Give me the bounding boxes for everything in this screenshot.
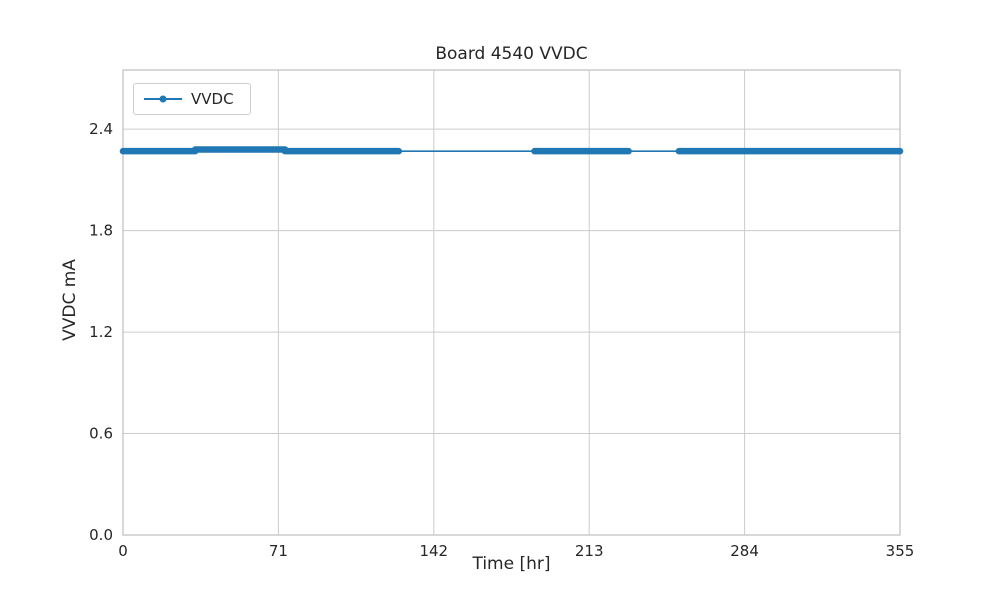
x-axis-label: Time [hr] [472,554,551,574]
x-tick-label: 71 [269,542,288,560]
y-tick-label: 0.6 [89,425,113,443]
y-tick-label: 1.8 [89,222,113,240]
legend-line-marker [144,95,182,103]
y-tick-label: 0.0 [89,526,113,544]
y-tick-label: 2.4 [89,120,113,138]
y-tick-label: 1.2 [89,323,113,341]
legend-dot-icon [159,95,167,103]
axes-spine [122,69,901,536]
x-tick-label: 213 [575,542,604,560]
x-tick-label: 355 [886,542,915,560]
x-tick-label: 142 [419,542,448,560]
y-axis-label: VVDC mA [60,259,80,341]
x-tick-label: 0 [118,542,128,560]
chart-title: Board 4540 VVDC [435,44,588,64]
x-tick-label: 284 [730,542,759,560]
legend: VVDC [133,83,251,115]
legend-label: VVDC [191,90,234,108]
